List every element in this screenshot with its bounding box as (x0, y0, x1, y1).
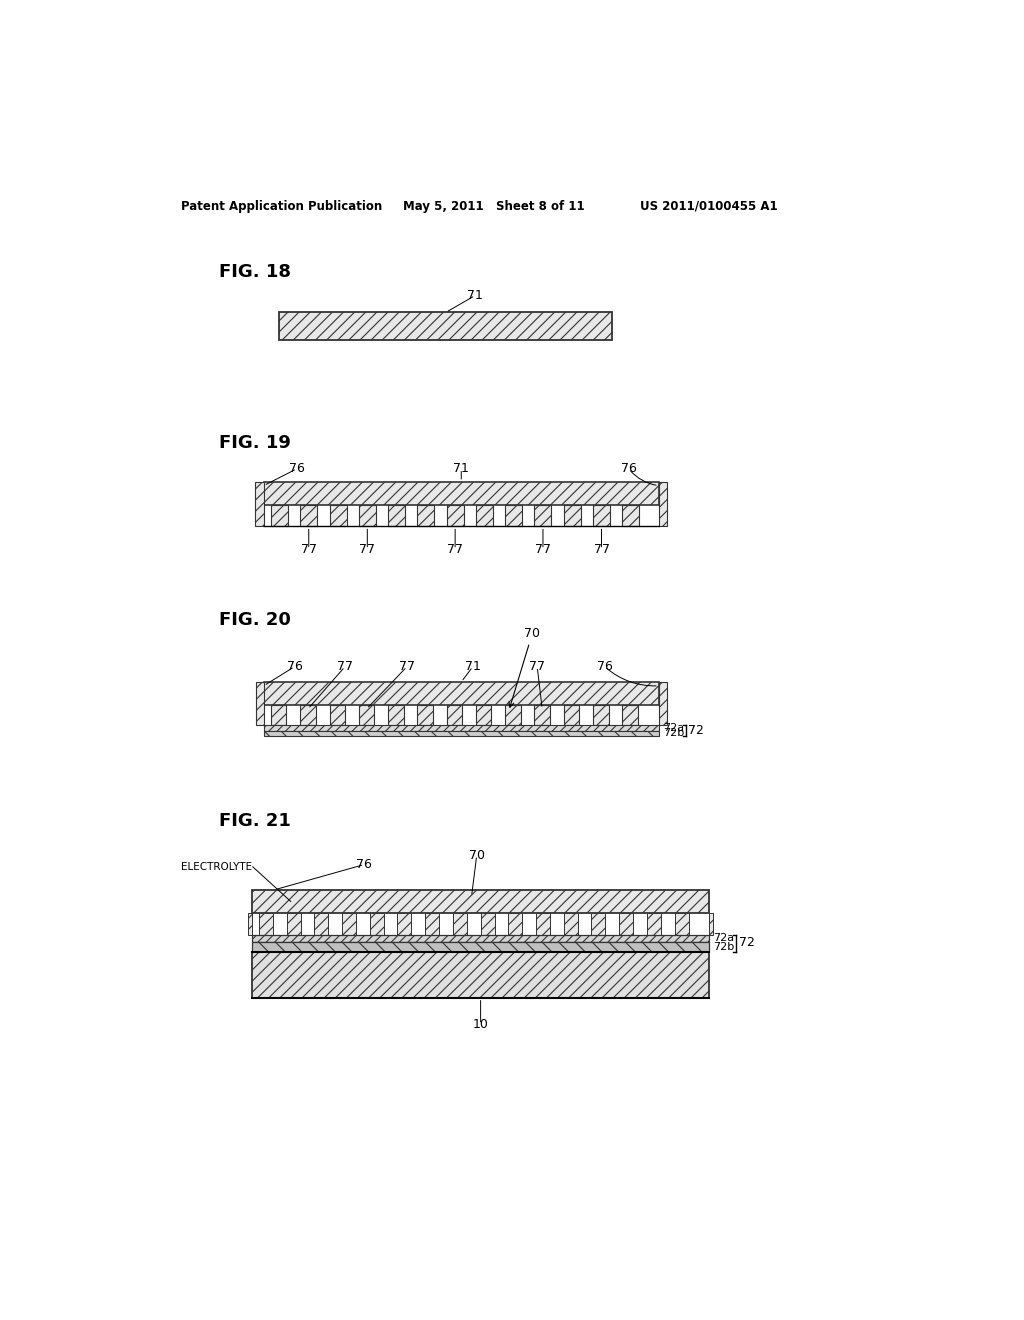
Bar (564, 913, 578, 935)
Bar (280, 313, 612, 341)
Bar (300, 705, 315, 725)
Bar (418, 705, 433, 725)
Bar (647, 913, 660, 935)
Text: 77: 77 (529, 660, 545, 673)
Text: 71: 71 (467, 289, 483, 302)
Bar (592, 913, 605, 935)
Bar (505, 506, 522, 527)
Text: 77: 77 (359, 543, 376, 556)
Text: 70: 70 (509, 627, 541, 708)
Text: FIG. 21: FIG. 21 (219, 812, 291, 829)
Text: US 2011/0100455 A1: US 2011/0100455 A1 (640, 199, 777, 213)
Bar (263, 482, 658, 506)
Bar (710, 913, 714, 935)
Bar (623, 506, 639, 527)
Bar (248, 913, 252, 935)
Bar (658, 482, 668, 527)
Text: 76: 76 (621, 462, 637, 475)
Bar (252, 935, 710, 942)
Bar (397, 913, 412, 935)
Text: 76: 76 (356, 858, 373, 871)
Text: 77: 77 (447, 543, 463, 556)
Bar (535, 705, 550, 725)
Bar (453, 913, 467, 935)
Bar (252, 942, 710, 952)
Text: 77: 77 (399, 660, 415, 673)
Bar (593, 506, 610, 527)
Text: 77: 77 (594, 543, 609, 556)
Text: ELECTROLYTE: ELECTROLYTE (181, 862, 252, 871)
Bar (508, 913, 522, 935)
Text: 76: 76 (287, 660, 302, 673)
Bar (536, 913, 550, 935)
Bar (314, 913, 329, 935)
Text: 77: 77 (301, 543, 316, 556)
Bar (623, 705, 638, 725)
Text: May 5, 2011   Sheet 8 of 11: May 5, 2011 Sheet 8 of 11 (403, 199, 585, 213)
Text: FIG. 20: FIG. 20 (219, 611, 291, 630)
Text: 72a: 72a (663, 723, 684, 733)
Bar (300, 506, 317, 527)
Bar (446, 506, 464, 527)
Text: 72a: 72a (713, 933, 734, 944)
Bar (476, 705, 492, 725)
Bar (476, 506, 493, 527)
Bar (446, 705, 462, 725)
Bar (263, 730, 658, 737)
Bar (425, 913, 439, 935)
Bar (252, 890, 710, 913)
Text: 72b: 72b (663, 729, 684, 738)
Text: FIG. 19: FIG. 19 (219, 434, 291, 453)
Bar (252, 952, 710, 998)
Bar (675, 913, 688, 935)
Bar (330, 705, 345, 725)
Text: 71: 71 (454, 462, 469, 475)
Bar (358, 506, 376, 527)
Text: 10: 10 (473, 1018, 488, 1031)
Text: 72: 72 (738, 936, 755, 949)
Text: 77: 77 (337, 660, 353, 673)
Bar (370, 913, 384, 935)
Bar (593, 705, 608, 725)
Text: 72b: 72b (713, 942, 734, 952)
Bar (564, 506, 581, 527)
Text: 76: 76 (289, 462, 305, 475)
Bar (263, 682, 658, 705)
Bar (564, 705, 580, 725)
Bar (388, 705, 403, 725)
Bar (480, 913, 495, 935)
Bar (263, 725, 658, 730)
Text: Patent Application Publication: Patent Application Publication (180, 199, 382, 213)
Bar (287, 913, 301, 935)
Bar (358, 705, 375, 725)
Bar (271, 506, 288, 527)
Bar (505, 705, 520, 725)
Text: 76: 76 (597, 660, 612, 673)
Bar (255, 482, 263, 527)
Bar (330, 506, 346, 527)
Text: 72: 72 (688, 723, 705, 737)
Bar (259, 913, 272, 935)
Bar (535, 506, 552, 527)
Bar (658, 682, 667, 725)
Bar (620, 913, 633, 935)
Bar (418, 506, 434, 527)
Text: 77: 77 (535, 543, 551, 556)
Bar (256, 682, 263, 725)
Text: 71: 71 (465, 660, 481, 673)
Text: 70: 70 (469, 849, 484, 862)
Text: FIG. 18: FIG. 18 (219, 264, 292, 281)
Bar (388, 506, 406, 527)
Bar (271, 705, 287, 725)
Bar (342, 913, 356, 935)
